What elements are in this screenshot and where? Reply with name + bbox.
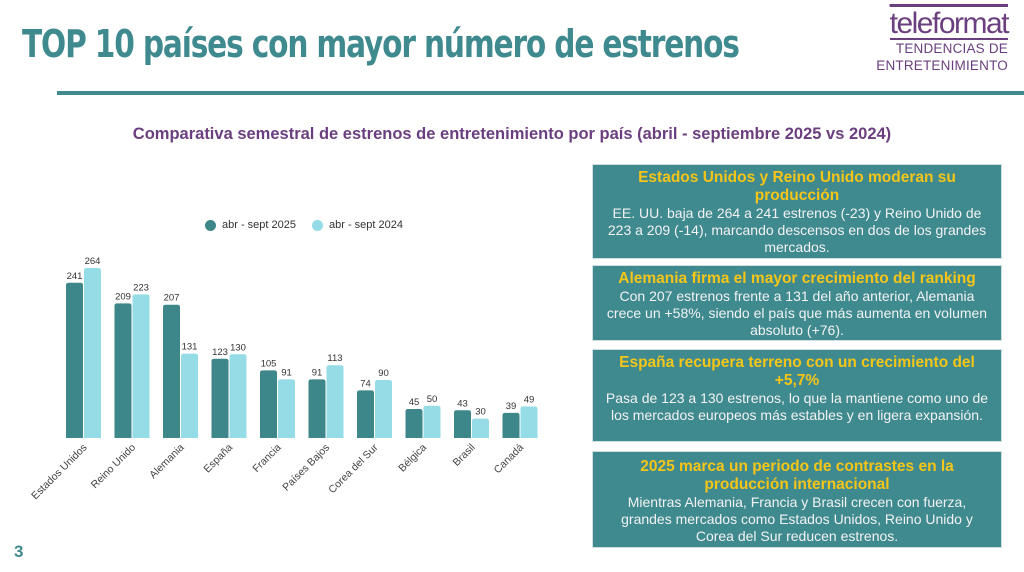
legend-label-2024: abr - sept 2024	[329, 219, 403, 231]
data-label-alemania-2024: 131	[182, 342, 198, 353]
legend-item-2024: abr - sept 2024	[312, 219, 403, 231]
legend-swatch-2024	[312, 219, 323, 231]
bar-corea-del-sur-2024	[375, 380, 392, 438]
x-tick-label-espana: España	[201, 442, 235, 476]
bar-belgica-2025	[405, 409, 423, 438]
insight-body: Pasa de 123 a 130 estrenos, lo que la ma…	[605, 390, 989, 423]
bar-espana-2024	[229, 354, 247, 438]
data-label-canada-2025: 39	[506, 401, 517, 412]
bar-brasil-2024	[472, 418, 489, 438]
bar-canada-2025	[502, 412, 520, 438]
logo: teleformat TENDENCIAS DE ENTRETENIMIENTO	[862, 7, 1010, 74]
header-divider	[57, 91, 1024, 95]
legend-label-2025: abr - sept 2025	[222, 219, 296, 231]
bar-canada-2024	[520, 406, 538, 438]
chart-title: Comparativa semestral de estrenos de ent…	[132, 125, 892, 143]
bar-alemania-2025	[163, 304, 180, 438]
insight-box-contrasts: 2025 marca un periodo de contrastes en l…	[592, 451, 1002, 548]
page-title: TOP 10 países con mayor número de estren…	[22, 22, 740, 66]
x-tick-label-canada: Canadá	[492, 442, 527, 477]
x-tick-label-francia: Francia	[250, 442, 283, 475]
insight-heading: Estados Unidos y Reino Unido moderan su …	[638, 169, 956, 204]
data-label-brasil-2025: 43	[457, 398, 468, 409]
page-number: 3	[14, 542, 24, 561]
insight-heading: Alemania firma el mayor crecimiento del …	[618, 270, 976, 287]
bar-espana-2025	[211, 358, 229, 438]
data-label-canada-2024: 49	[524, 394, 535, 405]
x-tick-label-brasil: Brasil	[451, 442, 478, 469]
data-label-paises-bajos-2024: 113	[327, 353, 342, 364]
bar-corea-del-sur-2025	[357, 390, 374, 438]
x-tick-label-paises-bajos: Países Bajos	[280, 442, 332, 494]
logo-wordmark: teleformat	[889, 7, 1010, 40]
insight-heading: España recupera terreno con un crecimien…	[619, 354, 975, 389]
data-label-paises-bajos-2025: 91	[312, 367, 323, 378]
x-tick-label-belgica: Bélgica	[396, 442, 429, 475]
data-label-reino-unido-2025: 209	[115, 291, 131, 302]
data-label-belgica-2025: 45	[409, 397, 420, 408]
bar-francia-2024	[278, 379, 295, 438]
bar-estados-unidos-2025	[66, 282, 83, 438]
x-tick-label-alemania: Alemania	[147, 442, 187, 482]
data-label-estados-unidos-2025: 241	[67, 271, 83, 282]
insight-body: EE. UU. baja de 264 a 241 estrenos (-23)…	[607, 205, 987, 255]
legend-swatch-2025	[205, 219, 216, 231]
insight-body: Mientras Alemania, Francia y Brasil crec…	[621, 494, 973, 544]
bar-francia-2025	[260, 370, 277, 438]
insight-heading: 2025 marca un periodo de contrastes en l…	[640, 458, 954, 493]
data-label-reino-unido-2024: 223	[133, 282, 149, 293]
insight-box-germany: Alemania firma el mayor crecimiento del …	[592, 265, 1002, 341]
logo-tagline-2: ENTRETENIMIENTO	[876, 58, 1008, 73]
x-tick-label-reino-unido: Reino Unido	[89, 442, 138, 491]
data-label-corea-del-sur-2024: 90	[378, 368, 389, 379]
data-label-francia-2025: 105	[261, 358, 277, 369]
bar-brasil-2025	[454, 410, 471, 438]
data-label-brasil-2024: 30	[475, 407, 486, 418]
bar-reino-unido-2024	[132, 294, 150, 438]
insight-box-us-uk: Estados Unidos y Reino Unido moderan su …	[592, 164, 1002, 259]
logo-tagline-1: TENDENCIAS DE	[895, 41, 1008, 56]
bar-belgica-2024	[423, 405, 441, 438]
data-label-francia-2024: 91	[281, 367, 292, 378]
x-tick-label-corea-del-sur: Corea del Sur	[326, 441, 381, 496]
data-label-alemania-2025: 207	[164, 293, 180, 304]
bar-paises-bajos-2024	[326, 365, 344, 438]
bar-paises-bajos-2025	[308, 379, 326, 438]
data-label-espana-2025: 123	[212, 347, 228, 358]
x-tick-label-estados-unidos: Estados Unidos	[29, 442, 89, 502]
legend-item-2025: abr - sept 2025	[205, 219, 296, 231]
insight-box-spain: España recupera terreno con un crecimien…	[592, 349, 1002, 442]
data-label-belgica-2024: 50	[427, 394, 438, 405]
bar-alemania-2024	[181, 353, 198, 438]
insight-body: Con 207 estrenos frente a 131 del año an…	[606, 288, 988, 338]
data-label-estados-unidos-2024: 264	[85, 256, 101, 267]
bar-estados-unidos-2024	[84, 268, 101, 438]
bar-reino-unido-2025	[114, 303, 132, 438]
data-label-espana-2024: 130	[230, 342, 246, 353]
data-label-corea-del-sur-2025: 74	[360, 378, 371, 389]
chart-legend: abr - sept 2025 abr - sept 2024	[205, 219, 403, 231]
